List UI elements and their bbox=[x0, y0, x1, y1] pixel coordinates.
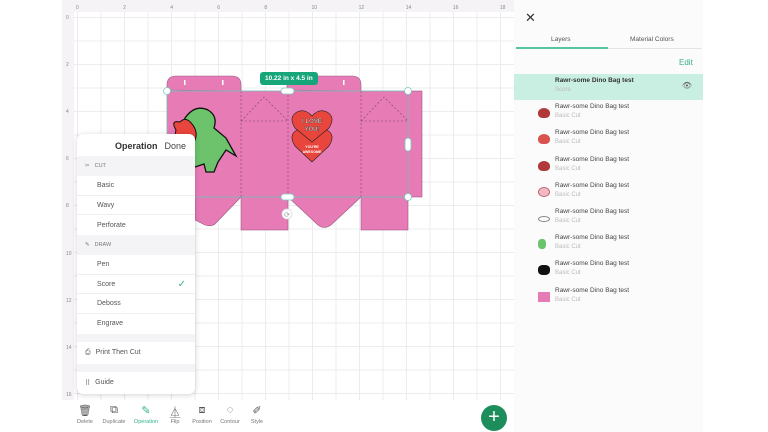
operation-menu: Operation Done ✂ CUT Basic Wavy Perforate … bbox=[77, 134, 195, 394]
tool-position[interactable]: ⧈ Position bbox=[192, 404, 212, 425]
layer-item[interactable]: Rawr-some Dino Bag test Basic Cut bbox=[514, 231, 703, 257]
edit-button[interactable]: Edit bbox=[679, 58, 693, 67]
ruler-tick-label: 10 bbox=[66, 250, 72, 257]
tab-material-colors[interactable]: Material Colors bbox=[630, 36, 674, 43]
op-deboss[interactable]: Deboss bbox=[77, 294, 195, 315]
op-pen[interactable]: Pen bbox=[77, 255, 195, 275]
ruler-tick-label: 8 bbox=[264, 5, 268, 11]
layer-item[interactable]: Rawr-some Dino Bag test Basic Cut bbox=[514, 153, 703, 179]
layer-thumbnail bbox=[538, 108, 550, 119]
ruler-tick-label: 2 bbox=[66, 62, 69, 69]
printer-icon: ⎙ bbox=[85, 348, 91, 356]
active-tab-indicator bbox=[516, 47, 608, 49]
layer-item[interactable]: Rawr-some Dino Bag test Basic Cut bbox=[514, 126, 703, 152]
operation-title: Operation bbox=[115, 141, 158, 151]
tool-contour[interactable]: ◌ Contour bbox=[220, 404, 240, 425]
tool-duplicate[interactable]: ⧉ Duplicate bbox=[102, 404, 126, 425]
draw-section: ✎ DRAW bbox=[77, 235, 195, 256]
svg-text:AWESOME: AWESOME bbox=[303, 150, 322, 154]
rotate-icon: ⟳ bbox=[284, 212, 290, 219]
layer-item[interactable]: Rawr-some Dino Bag test Basic Cut bbox=[514, 257, 703, 283]
op-engrave[interactable]: Engrave bbox=[97, 320, 124, 328]
svg-text:YOU'RE: YOU'RE bbox=[305, 145, 319, 149]
layer-item[interactable]: Rawr-some Dino Bag test Basic Cut bbox=[514, 205, 703, 231]
layer-thumbnail bbox=[538, 82, 550, 92]
add-button[interactable]: + bbox=[481, 405, 507, 431]
vertical-ruler bbox=[62, 0, 74, 400]
tool-operation[interactable]: ✎ Operation bbox=[133, 405, 159, 425]
style-icon: ✐ bbox=[252, 405, 262, 417]
layer-thumbnail bbox=[538, 134, 550, 145]
trash-icon: 🗑 bbox=[78, 405, 92, 417]
ruler-tick-label: 12 bbox=[66, 297, 72, 304]
horizontal-ruler bbox=[62, 0, 514, 12]
eye-icon[interactable]: 👁 bbox=[681, 81, 692, 90]
layer-item[interactable]: Rawr-some Dino Bag test Score 👁 bbox=[514, 74, 703, 100]
ruler-tick-label: 4 bbox=[66, 109, 69, 116]
tab-layers[interactable]: Layers bbox=[551, 36, 571, 43]
pen-icon: ✎ bbox=[141, 405, 151, 417]
guide-icon: ⠿ bbox=[85, 379, 91, 387]
ruler-tick-label: 10 bbox=[311, 5, 318, 11]
ruler-tick-label: 14 bbox=[66, 344, 72, 351]
close-icon[interactable]: ✕ bbox=[525, 10, 536, 25]
ruler-tick-label: 4 bbox=[170, 5, 173, 11]
svg-text:YOU!: YOU! bbox=[305, 127, 320, 133]
ruler-tick-label: 8 bbox=[66, 203, 69, 210]
cut-section: ✂ CUT bbox=[77, 156, 195, 176]
op-score[interactable]: Score ✓ bbox=[77, 275, 195, 295]
position-icon: ⧈ bbox=[198, 404, 206, 416]
op-basic[interactable]: Basic bbox=[77, 176, 195, 196]
contour-icon: ◌ bbox=[226, 404, 234, 416]
ruler-tick-label: 14 bbox=[405, 5, 412, 11]
scissors-icon: ✂ bbox=[85, 163, 90, 169]
svg-text:I LOVE: I LOVE bbox=[302, 119, 322, 125]
ruler-tick-label: 16 bbox=[452, 5, 459, 11]
op-guide[interactable]: ⠿ Guide bbox=[85, 379, 114, 387]
op-wavy[interactable]: Wavy bbox=[77, 196, 195, 216]
ruler-tick-label: 6 bbox=[66, 156, 69, 163]
flip-icon: ⏅ bbox=[169, 407, 181, 419]
done-button[interactable]: Done bbox=[164, 141, 186, 151]
ruler-tick-label: 6 bbox=[217, 5, 221, 11]
tool-flip[interactable]: ⏅ Flip bbox=[159, 404, 191, 425]
ruler-tick-label: 16 bbox=[66, 391, 72, 398]
ruler-tick-label: 2 bbox=[123, 5, 126, 11]
layer-thumbnail bbox=[538, 216, 550, 222]
ruler-tick-label: 12 bbox=[358, 5, 365, 11]
dimension-label: 10.22 in x 4.5 in bbox=[260, 72, 318, 85]
layer-thumbnail bbox=[538, 291, 550, 302]
layer-item[interactable]: Rawr-some Dino Bag test Basic Cut bbox=[514, 284, 703, 310]
checkmark-icon: ✓ bbox=[177, 278, 186, 290]
layer-thumbnail bbox=[538, 186, 550, 197]
tool-delete[interactable]: 🗑 Delete bbox=[77, 405, 93, 425]
dino-bag-design[interactable]: I LOVE YOU! YOU'RE AWESOME ⟳ bbox=[0, 0, 514, 400]
tool-style[interactable]: ✐ Style bbox=[250, 405, 264, 425]
ruler-tick-label: 18 bbox=[499, 5, 506, 11]
op-perforate[interactable]: Perforate bbox=[97, 221, 126, 229]
bottom-toolbar bbox=[62, 400, 514, 432]
left-margin bbox=[0, 0, 62, 432]
layer-item[interactable]: Rawr-some Dino Bag test Basic Cut bbox=[514, 179, 703, 205]
pen-icon: ✎ bbox=[85, 242, 90, 249]
layer-thumbnail bbox=[538, 239, 546, 250]
layer-item[interactable]: Rawr-some Dino Bag test Basic Cut bbox=[514, 100, 703, 126]
layer-thumbnail bbox=[538, 160, 550, 171]
layer-thumbnail bbox=[538, 265, 550, 276]
heart-graphic: I LOVE YOU! YOU'RE AWESOME bbox=[291, 110, 333, 163]
op-print-then-cut[interactable]: ⎙ Print Then Cut bbox=[85, 348, 141, 357]
ruler-tick-label: 0 bbox=[66, 15, 69, 21]
ruler-tick-label: 0 bbox=[76, 5, 79, 11]
duplicate-icon: ⧉ bbox=[110, 404, 118, 416]
